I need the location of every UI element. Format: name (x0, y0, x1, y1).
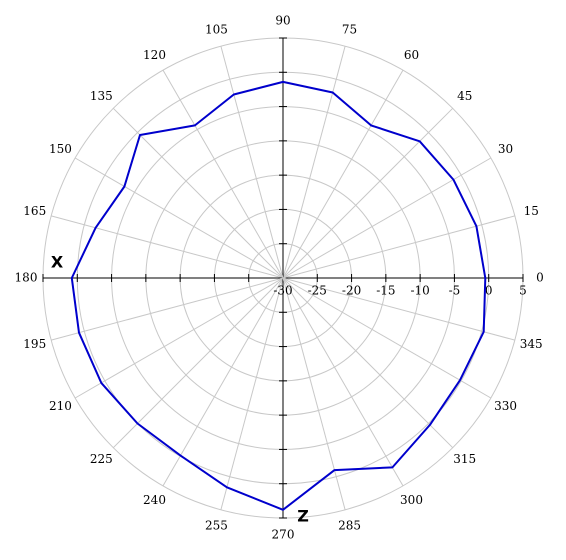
angle-label: 135 (90, 89, 113, 103)
angle-label: 0 (536, 271, 544, 285)
angle-label: 345 (520, 337, 543, 351)
angle-label: 300 (400, 493, 423, 507)
grid-spoke (282, 157, 492, 279)
r-tick-label: 5 (519, 284, 527, 298)
angle-label: 105 (205, 22, 228, 36)
grid-spoke (282, 277, 454, 449)
grid-spoke (112, 107, 284, 279)
angle-label: 15 (524, 204, 539, 218)
r-tick-label: -25 (308, 284, 327, 298)
r-tick-label: -30 (273, 284, 292, 298)
angle-label: 330 (494, 399, 517, 413)
grid-spoke (74, 157, 284, 279)
grid-spoke (162, 277, 284, 487)
r-tick-label: -10 (410, 284, 429, 298)
r-tick-label: -15 (376, 284, 395, 298)
grid-spoke (282, 46, 346, 279)
grid-spoke (282, 277, 515, 341)
grid-spoke (51, 215, 284, 279)
grid-spoke (220, 46, 284, 279)
angle-label: 150 (49, 142, 72, 156)
grid-spoke (282, 277, 492, 399)
grid-spoke (282, 277, 346, 510)
grid-spoke (74, 277, 284, 399)
grid-spoke (112, 277, 284, 449)
annotation: Z (297, 507, 309, 526)
annotation: X (51, 253, 64, 272)
grid-spoke (51, 277, 284, 341)
angle-label: 255 (205, 519, 228, 533)
pattern-line (70, 80, 487, 511)
angle-label: 225 (90, 452, 113, 466)
angle-label: 75 (342, 22, 357, 36)
angle-label: 285 (338, 519, 361, 533)
r-tick-label: -5 (449, 284, 461, 298)
r-tick-label: 0 (485, 284, 493, 298)
r-tick-label: -20 (342, 284, 361, 298)
angle-label: 180 (15, 271, 38, 285)
angle-label: 240 (143, 493, 166, 507)
angle-label: 90 (275, 14, 290, 28)
angle-label: 30 (498, 142, 513, 156)
angle-label: 210 (49, 399, 72, 413)
angle-label: 120 (143, 48, 166, 62)
angle-label: 195 (23, 337, 46, 351)
angle-label: 315 (453, 452, 476, 466)
angle-label: 270 (272, 528, 295, 542)
angle-label: 60 (404, 48, 419, 62)
grid-spoke (282, 107, 454, 279)
grid-spoke (282, 69, 404, 279)
angle-label: 165 (23, 204, 46, 218)
angle-label: 45 (457, 89, 472, 103)
grid-spoke (282, 277, 404, 487)
grid-spoke (220, 277, 284, 510)
grid-spoke (162, 69, 284, 279)
